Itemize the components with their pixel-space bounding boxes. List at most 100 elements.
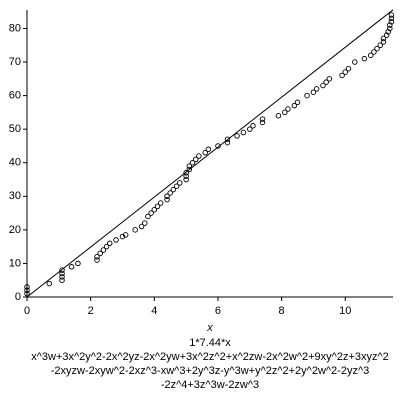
- point: [380, 39, 387, 45]
- point: [385, 29, 391, 35]
- point: [282, 109, 288, 116]
- point: [145, 213, 151, 220]
- point: [157, 200, 164, 206]
- point: [240, 129, 247, 136]
- point: [371, 49, 377, 55]
- point: [100, 247, 107, 253]
- caption: 1*7.44*x x^3w+3x^2y^2-2x^2yz-2x^2yw+3x^2z…: [31, 337, 389, 391]
- point: [345, 65, 352, 72]
- point: [196, 153, 202, 159]
- point: [383, 32, 390, 38]
- point: [68, 264, 75, 270]
- point: [59, 270, 65, 277]
- point: [374, 45, 380, 52]
- point: [186, 166, 193, 173]
- point: [326, 76, 333, 82]
- point: [367, 52, 374, 59]
- point: [205, 146, 212, 153]
- point: [304, 92, 310, 99]
- point: [122, 232, 129, 238]
- point: [59, 267, 65, 273]
- y-tick-label: 30: [9, 190, 21, 202]
- point: [148, 210, 154, 216]
- point: [132, 227, 138, 233]
- point: [186, 163, 193, 169]
- point: [113, 237, 119, 243]
- caption-line: x^3w+3x^2y^2-2x^2yz-2x^2yw+3x^2z^2+x^2zw…: [31, 351, 389, 363]
- point: [94, 257, 100, 263]
- point: [151, 206, 158, 213]
- y-tick-label: 80: [9, 22, 21, 34]
- point: [387, 25, 393, 32]
- point: [103, 243, 110, 250]
- caption-line: -2z^4+3z^3w-2zw^3: [161, 379, 259, 391]
- x-tick-label: 8: [279, 305, 285, 317]
- y-tick-label: 20: [9, 224, 21, 236]
- point: [164, 193, 170, 200]
- y-tick-label: 10: [9, 257, 21, 269]
- point: [247, 126, 253, 132]
- point: [224, 136, 231, 142]
- y-tick-label: 40: [9, 157, 21, 169]
- point: [320, 82, 326, 89]
- point: [294, 99, 301, 106]
- point: [97, 250, 103, 257]
- point: [259, 119, 266, 126]
- point: [342, 69, 349, 75]
- point: [313, 86, 320, 92]
- point: [189, 159, 196, 166]
- point: [388, 15, 395, 22]
- x-tick-label: 2: [88, 305, 94, 317]
- plot-area: [24, 9, 395, 298]
- point: [291, 102, 298, 109]
- point: [183, 173, 189, 179]
- point: [106, 240, 113, 247]
- line: [26, 9, 394, 298]
- point: [323, 79, 329, 85]
- point: [259, 116, 266, 122]
- point: [275, 112, 282, 119]
- y-tick-label: 70: [9, 56, 21, 68]
- point: [154, 203, 161, 210]
- point: [377, 42, 384, 48]
- point: [59, 274, 65, 280]
- point: [75, 260, 81, 267]
- point: [202, 149, 208, 156]
- point: [183, 170, 189, 176]
- x-tick-label: 4: [151, 305, 157, 317]
- point: [173, 183, 180, 189]
- x-axis-label: x: [206, 322, 213, 334]
- point: [387, 22, 393, 28]
- point: [388, 18, 395, 25]
- point: [310, 89, 317, 95]
- point: [138, 223, 145, 230]
- point: [285, 106, 291, 112]
- y-tick-label: 50: [9, 123, 21, 135]
- point: [352, 59, 358, 65]
- x-tick-label: 10: [339, 305, 351, 317]
- point: [380, 35, 387, 42]
- point: [59, 277, 65, 283]
- y-tick-label: 60: [9, 90, 21, 102]
- caption-line: -2xyzw-2xyw^2-2xz^3-xw^3+2y^3z-y^3w+y^2z…: [51, 365, 369, 377]
- caption-line: 1*7.44*x: [189, 337, 231, 349]
- point: [192, 156, 199, 163]
- point: [119, 233, 126, 240]
- point: [361, 55, 368, 62]
- y-tick-label: 0: [15, 291, 21, 303]
- point: [170, 186, 177, 193]
- point: [250, 123, 256, 129]
- point: [234, 133, 240, 139]
- point: [164, 196, 170, 203]
- point: [142, 220, 148, 226]
- point: [177, 180, 183, 186]
- point: [167, 190, 173, 196]
- x-tick-label: 6: [215, 305, 221, 317]
- x-tick-label: 0: [24, 305, 30, 317]
- point: [339, 72, 345, 79]
- point: [388, 12, 395, 18]
- point: [94, 253, 100, 260]
- point: [46, 280, 53, 287]
- point: [183, 176, 189, 183]
